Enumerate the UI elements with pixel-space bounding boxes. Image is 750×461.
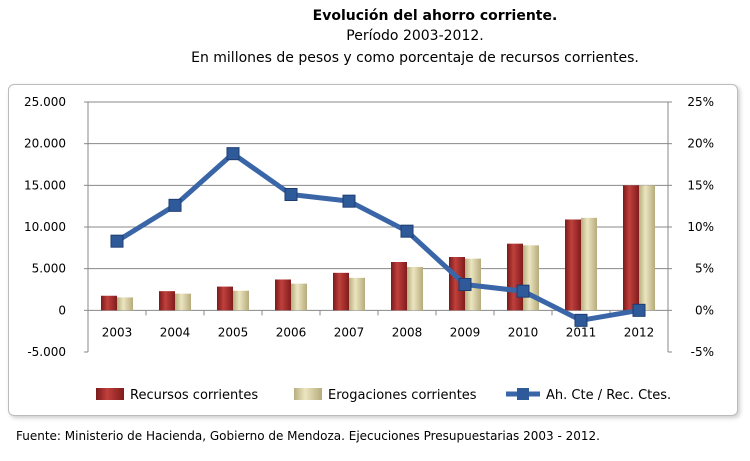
bar-erogaciones <box>407 267 423 311</box>
y2-tick-label: 5% <box>695 262 714 276</box>
bar-erogaciones <box>639 185 655 311</box>
x-tick-label: 2006 <box>276 325 307 339</box>
y2-tick-label: 0% <box>695 303 714 317</box>
y2-tick-label: 10% <box>687 220 714 234</box>
line-marker <box>516 284 530 298</box>
line-marker <box>632 303 646 317</box>
line-marker <box>458 278 472 291</box>
x-tick-label: 2007 <box>334 325 365 339</box>
chart-subtitle: Período 2003-2012. <box>346 28 484 44</box>
line-marker <box>284 188 298 201</box>
bar-erogaciones <box>349 277 365 311</box>
x-tick-label: 2011 <box>566 325 597 339</box>
bar-erogaciones <box>291 283 307 311</box>
line-marker <box>110 234 124 248</box>
y-tick-label: 15.000 <box>24 178 66 192</box>
chart-title: Evolución del ahorro corriente. <box>312 8 558 24</box>
y-tick-label: -5.000 <box>27 345 66 359</box>
x-tick-label: 2003 <box>102 325 133 339</box>
x-tick-label: 2005 <box>218 325 249 339</box>
source-note: Fuente: Ministerio de Hacienda, Gobierno… <box>16 429 600 443</box>
y-tick-label: 0 <box>58 303 66 317</box>
bar-erogaciones <box>117 297 133 311</box>
legend-label: Erogaciones corrientes <box>328 388 477 403</box>
y-tick-label: 10.000 <box>24 220 66 234</box>
legend-swatch-recursos <box>96 388 124 400</box>
line-marker <box>168 198 182 212</box>
legend-marker <box>517 388 529 400</box>
bar-erogaciones <box>233 290 249 311</box>
bar-erogaciones <box>581 217 597 311</box>
series-line <box>115 151 640 323</box>
y2-tick-label: 25% <box>687 95 714 109</box>
bar-recursos <box>275 279 291 311</box>
chart-frame <box>8 84 738 416</box>
bar-recursos <box>623 185 639 311</box>
bar-recursos <box>159 291 175 311</box>
bar-recursos <box>217 286 233 311</box>
bar-recursos <box>507 243 523 311</box>
y2-tick-label: 20% <box>687 137 714 151</box>
line-marker <box>342 194 356 208</box>
x-tick-label: 2009 <box>450 325 481 339</box>
x-tick-label: 2008 <box>392 325 423 339</box>
bar-recursos <box>565 219 581 311</box>
legend-label: Recursos corrientes <box>130 388 258 403</box>
legend-swatch-erogaciones <box>294 388 322 400</box>
bar-erogaciones <box>175 293 191 311</box>
bar-recursos <box>333 272 349 311</box>
line-marker <box>574 313 588 327</box>
y-tick-label: 5.000 <box>32 262 66 276</box>
y-tick-label: 20.000 <box>24 137 66 151</box>
x-tick-label: 2004 <box>160 325 191 339</box>
line-marker <box>226 147 240 161</box>
y2-tick-label: 15% <box>687 178 714 192</box>
x-tick-label: 2012 <box>624 325 655 339</box>
chart-subtitle-2: En millones de pesos y como porcentaje d… <box>191 50 639 66</box>
y2-tick-label: -5% <box>691 345 714 359</box>
bar-recursos <box>391 262 407 311</box>
legend-label: Ah. Cte / Rec. Ctes. <box>546 388 671 403</box>
line-marker <box>400 224 414 238</box>
y-tick-label: 25.000 <box>24 95 66 109</box>
x-tick-label: 2010 <box>508 325 539 339</box>
bar-recursos <box>101 295 117 311</box>
